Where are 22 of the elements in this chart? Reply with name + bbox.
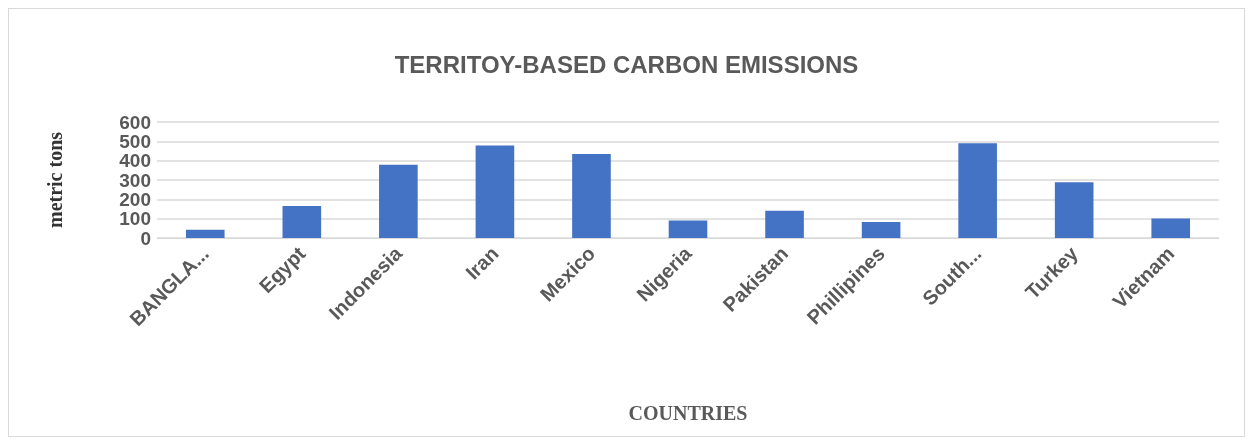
bar: [185, 229, 225, 238]
y-tick-label: 300: [119, 169, 151, 191]
bar: [668, 220, 708, 238]
bar: [765, 210, 804, 238]
bar: [282, 205, 322, 238]
bar: [475, 145, 515, 238]
bar: [572, 153, 611, 238]
y-tick-label: 600: [119, 111, 151, 133]
bar: [379, 164, 418, 238]
bar: [1151, 218, 1191, 238]
chart-title: TERRITOY-BASED CARBON EMISSIONS: [394, 50, 859, 78]
bar: [1054, 182, 1094, 238]
y-tick-label: 400: [119, 150, 151, 172]
y-tick-label: 100: [119, 208, 151, 230]
y-tick-label: 0: [140, 227, 151, 249]
x-axis-title: COUNTRIES: [628, 402, 748, 424]
y-axis-title: metric tons: [44, 131, 66, 229]
bar: [958, 143, 997, 238]
y-tick-label: 500: [119, 130, 151, 152]
y-tick-label: 200: [119, 188, 151, 210]
bar: [861, 221, 901, 238]
x-tick-label: Iran: [461, 242, 503, 284]
